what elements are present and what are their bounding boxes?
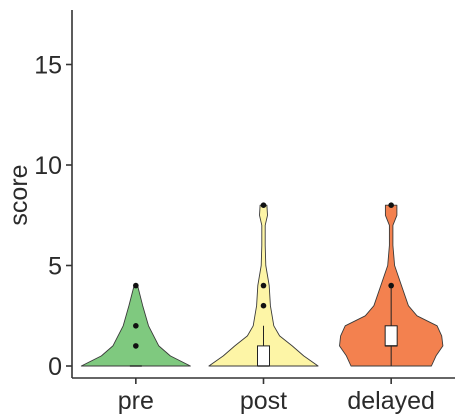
box-iqr bbox=[257, 345, 270, 367]
y-tick-label: 0 bbox=[48, 353, 62, 381]
y-axis-ticks: 0 5 10 15 bbox=[34, 52, 72, 381]
violin-post bbox=[208, 202, 319, 367]
y-tick-label: 15 bbox=[34, 52, 62, 80]
y-axis-title: score bbox=[5, 164, 33, 225]
violins-layer bbox=[80, 202, 444, 367]
x-axis-ticks: pre post delayed bbox=[118, 378, 435, 415]
outlier-point bbox=[260, 282, 267, 289]
outlier-point bbox=[133, 282, 139, 289]
outlier-point bbox=[388, 282, 394, 289]
violin-delayed bbox=[339, 202, 444, 367]
x-tick-label: post bbox=[240, 387, 287, 415]
violin-pre bbox=[80, 282, 191, 367]
outlier-point bbox=[388, 202, 394, 208]
y-tick-label: 5 bbox=[48, 253, 62, 281]
outlier-point bbox=[133, 343, 139, 349]
x-tick-label: pre bbox=[118, 387, 154, 415]
outlier-point bbox=[260, 302, 267, 309]
y-tick-label: 10 bbox=[34, 152, 62, 180]
box-iqr bbox=[384, 325, 398, 347]
outlier-point bbox=[260, 202, 267, 208]
x-tick-label: delayed bbox=[347, 387, 435, 415]
outlier-point bbox=[133, 323, 139, 329]
